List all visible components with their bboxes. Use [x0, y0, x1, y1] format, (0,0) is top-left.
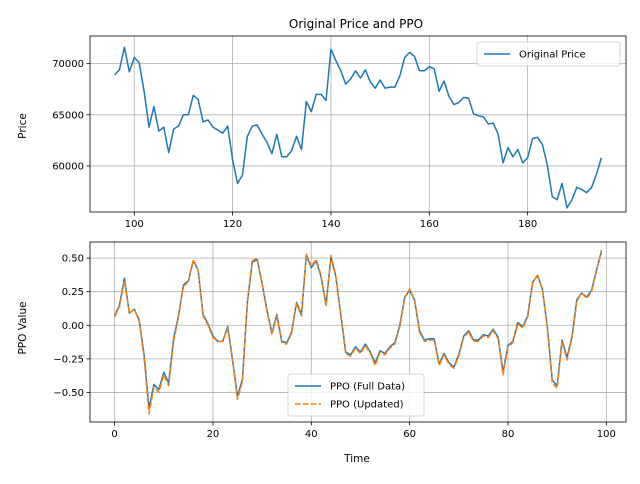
bottom-y-axis-label: PPO Value: [17, 301, 29, 354]
price-x-tick-label: 140: [321, 219, 340, 230]
ppo-y-tick-label: 0.00: [62, 321, 84, 332]
price-x-tick-label: 100: [125, 219, 144, 230]
ppo-x-tick-label: 20: [207, 429, 220, 440]
price-x-tick-label: 180: [518, 219, 537, 230]
ppo-x-tick-label: 40: [305, 429, 318, 440]
ppo-legend-box: [287, 373, 425, 417]
ppo-legend: PPO (Full Data) PPO (Updated): [287, 373, 425, 417]
ppo-x-tick-label: 100: [597, 429, 616, 440]
price-series-line-0: [114, 46, 603, 209]
ppo-y-tick-label: −0.25: [53, 354, 84, 365]
ppo-series-line-1: [113, 249, 603, 415]
price-legend: Original Price: [476, 41, 621, 67]
ppo-x-tick-label: 80: [502, 429, 515, 440]
ppo-y-tick-label: −0.50: [53, 388, 84, 399]
ppo-y-tick-label: 0.50: [62, 254, 84, 265]
price-x-tick-label: 120: [223, 219, 242, 230]
price-y-tick-label: 70000: [52, 59, 84, 70]
top-y-axis-label: Price: [17, 113, 29, 139]
chart-title: Original Price and PPO: [289, 17, 423, 31]
ppo-x-tick-label: 0: [111, 429, 117, 440]
ppo-panel: 0 20 40 60 80 100 −0.50 −0.25 0.00 0.25 0.50 PPO (F…: [53, 241, 627, 440]
price-y-tick-label: 60000: [52, 161, 84, 172]
ppo-legend-label-1: PPO (Updated): [330, 400, 404, 411]
ppo-y-tick-label: 0.25: [62, 287, 84, 298]
price-x-tick-label: 160: [420, 219, 439, 230]
ppo-axes-frame: [89, 241, 627, 423]
ppo-legend-label-0: PPO (Full Data): [330, 382, 405, 393]
price-axes-frame: [89, 35, 627, 213]
price-legend-label-0: Original Price: [519, 50, 586, 61]
price-y-tick-label: 65000: [52, 110, 84, 121]
bottom-x-axis-label: Time: [343, 453, 370, 465]
price-panel: 100 120 140 160 180 60000 65000 70000 Original P…: [52, 35, 627, 230]
ppo-x-tick-label: 60: [403, 429, 416, 440]
price-legend-box: [476, 41, 621, 67]
